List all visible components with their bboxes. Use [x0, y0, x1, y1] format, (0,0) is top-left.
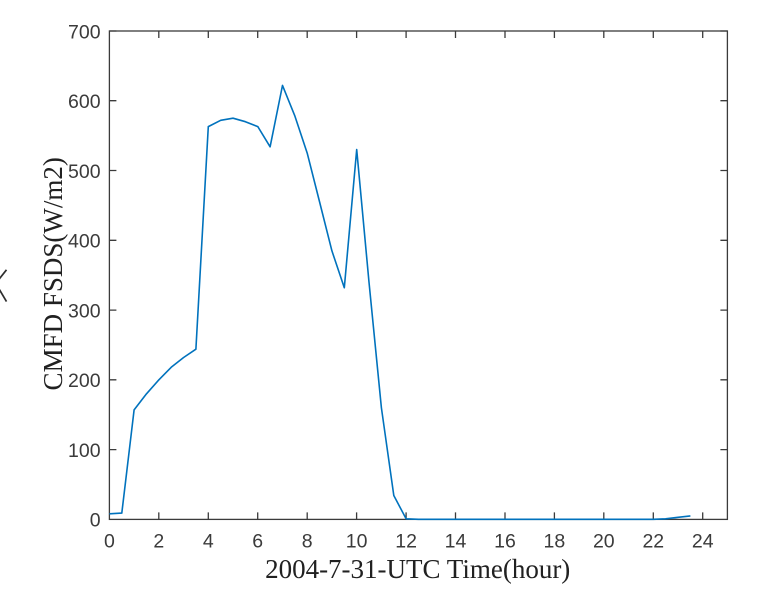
svg-text:14: 14 — [445, 530, 467, 552]
svg-text:4: 4 — [203, 530, 214, 552]
svg-text:300: 300 — [68, 300, 101, 322]
svg-text:0: 0 — [90, 510, 101, 532]
svg-text:500: 500 — [68, 161, 101, 183]
svg-text:CMFD FSDS(W/m2): CMFD FSDS(W/m2) — [38, 157, 68, 390]
svg-text:200: 200 — [68, 370, 101, 392]
svg-text:700: 700 — [68, 21, 101, 43]
svg-text:16: 16 — [494, 530, 516, 552]
svg-text:10: 10 — [346, 530, 368, 552]
svg-text:8: 8 — [302, 530, 313, 552]
svg-text:6: 6 — [252, 530, 263, 552]
svg-text:2004-7-31-UTC Time(hour): 2004-7-31-UTC Time(hour) — [265, 554, 570, 584]
svg-text:400: 400 — [68, 231, 101, 253]
svg-text:100: 100 — [68, 440, 101, 462]
svg-text:24: 24 — [692, 530, 714, 552]
svg-text:18: 18 — [544, 530, 566, 552]
svg-text:600: 600 — [68, 91, 101, 113]
svg-text:12: 12 — [395, 530, 417, 552]
svg-text:2: 2 — [153, 530, 164, 552]
svg-text:20: 20 — [593, 530, 615, 552]
svg-text:22: 22 — [642, 530, 664, 552]
svg-text:0: 0 — [104, 530, 115, 552]
